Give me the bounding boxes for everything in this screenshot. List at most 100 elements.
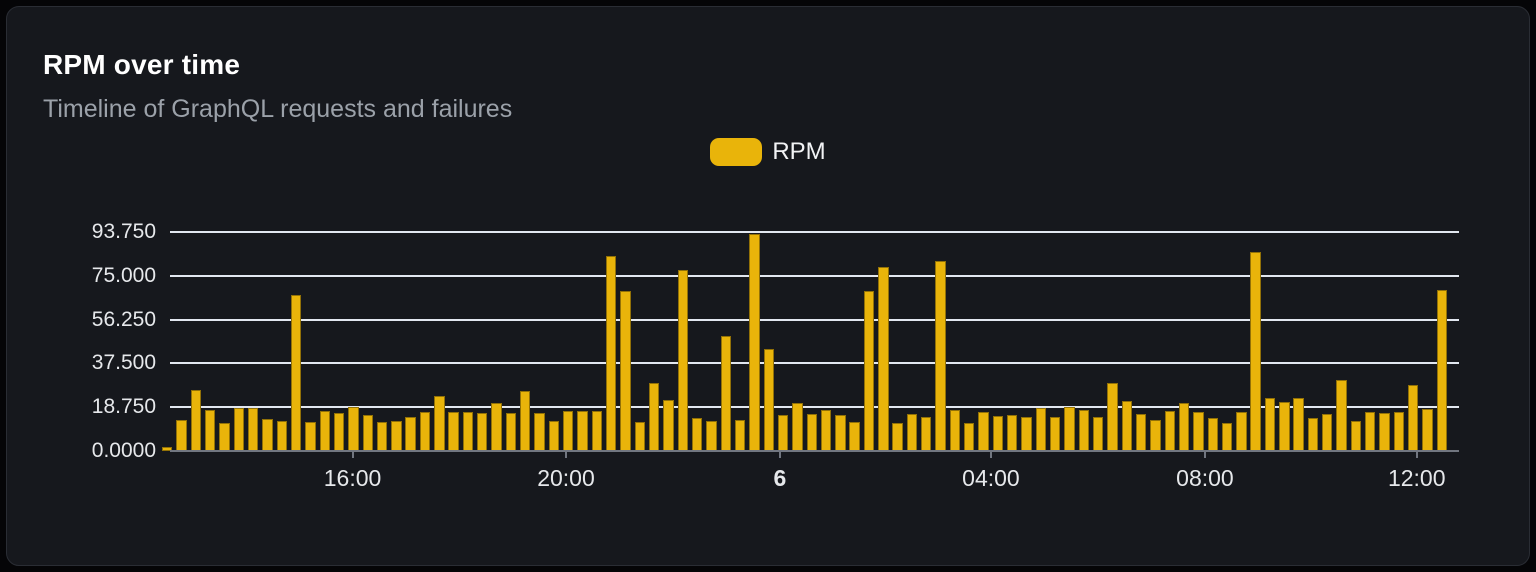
rpm-bar[interactable]	[290, 295, 302, 451]
rpm-bar[interactable]	[448, 411, 459, 451]
rpm-bar[interactable]	[1279, 402, 1290, 451]
rpm-bar[interactable]	[1293, 397, 1304, 451]
rpm-bar[interactable]	[1092, 416, 1104, 451]
rpm-bar[interactable]	[935, 260, 946, 451]
rpm-bar[interactable]	[520, 390, 531, 451]
rpm-bar[interactable]	[605, 256, 617, 451]
rpm-bar[interactable]	[634, 422, 646, 451]
rpm-bar[interactable]	[534, 413, 545, 451]
rpm-bar[interactable]	[763, 349, 774, 451]
rpm-bar[interactable]	[1207, 418, 1218, 451]
rpm-bar[interactable]	[591, 410, 603, 451]
chart-plot-area[interactable]: 0.0000 18.750 37.500 56.250 75.000 93.750 16:0…	[7, 7, 1529, 565]
rpm-bar[interactable]	[491, 403, 502, 451]
rpm-bar[interactable]	[835, 415, 846, 451]
rpm-bar[interactable]	[720, 336, 731, 451]
rpm-bar[interactable]	[233, 408, 244, 451]
rpm-bar[interactable]	[348, 406, 359, 451]
rpm-bar[interactable]	[1422, 408, 1433, 451]
rpm-bar[interactable]	[620, 290, 631, 451]
rpm-bar[interactable]	[1007, 414, 1018, 451]
rpm-bar[interactable]	[820, 409, 832, 451]
rpm-bar[interactable]	[219, 423, 230, 451]
rpm-bar[interactable]	[749, 233, 760, 451]
rpm-bar[interactable]	[892, 423, 903, 451]
rpm-bar[interactable]	[663, 399, 674, 451]
x-axis-tick-label: 12:00	[1387, 465, 1446, 491]
legend-swatch-rpm[interactable]	[710, 138, 763, 166]
rpm-bar[interactable]	[849, 422, 860, 451]
rpm-bar[interactable]	[1021, 416, 1032, 451]
y-axis-tick-label: 37.500	[91, 351, 156, 375]
rpm-bar[interactable]	[434, 396, 445, 451]
rpm-bar[interactable]	[405, 417, 416, 451]
rpm-bar[interactable]	[333, 413, 345, 451]
rpm-bar[interactable]	[1035, 408, 1047, 451]
rpm-bar[interactable]	[792, 403, 803, 451]
rpm-bar[interactable]	[1408, 385, 1419, 451]
rpm-bar[interactable]	[305, 422, 316, 451]
legend-label-rpm[interactable]: RPM	[772, 138, 826, 165]
rpm-bar[interactable]	[1264, 397, 1276, 451]
rpm-bar[interactable]	[1379, 413, 1390, 451]
rpm-bar[interactable]	[906, 413, 918, 451]
rpm-bar[interactable]	[190, 390, 202, 451]
rpm-bar[interactable]	[691, 418, 703, 451]
rpm-bar[interactable]	[734, 419, 746, 451]
rpm-bar[interactable]	[563, 411, 574, 451]
rpm-bar[interactable]	[247, 407, 259, 451]
rpm-bar[interactable]	[1107, 383, 1118, 451]
rpm-bar[interactable]	[1250, 252, 1261, 451]
rpm-bar[interactable]	[176, 419, 187, 451]
rpm-bar[interactable]	[1150, 419, 1161, 451]
rpm-bar[interactable]	[1365, 411, 1376, 451]
rpm-bar[interactable]	[276, 420, 287, 451]
rpm-bar[interactable]	[1322, 413, 1333, 451]
y-axis-tick-label: 0.0000	[91, 439, 156, 462]
rpm-bar[interactable]	[362, 415, 373, 451]
rpm-bar[interactable]	[1393, 412, 1405, 451]
rpm-bar[interactable]	[1193, 411, 1204, 451]
rpm-bar[interactable]	[1164, 411, 1175, 451]
rpm-bar[interactable]	[648, 383, 660, 451]
rpm-bar[interactable]	[1135, 413, 1147, 451]
rpm-bar[interactable]	[419, 412, 431, 451]
y-axis-tick-label: 93.750	[91, 220, 156, 243]
rpm-bar[interactable]	[462, 411, 474, 451]
rpm-bar[interactable]	[548, 421, 560, 451]
rpm-bar[interactable]	[1350, 420, 1362, 451]
rpm-bar[interactable]	[992, 416, 1004, 451]
rpm-bar[interactable]	[677, 269, 688, 451]
rpm-bar[interactable]	[204, 409, 216, 451]
rpm-bar[interactable]	[162, 446, 173, 451]
rpm-bar[interactable]	[376, 422, 388, 451]
rpm-bar[interactable]	[949, 409, 961, 451]
rpm-bar[interactable]	[1049, 417, 1061, 451]
rpm-bar[interactable]	[964, 423, 975, 451]
rpm-bar[interactable]	[1078, 409, 1089, 451]
rpm-bar[interactable]	[391, 420, 402, 451]
rpm-bar[interactable]	[1336, 380, 1347, 451]
y-axis-tick-label: 56.250	[91, 307, 156, 331]
chart-legend[interactable]: RPM	[7, 138, 1529, 166]
rpm-bar[interactable]	[319, 410, 330, 451]
rpm-bar[interactable]	[1436, 289, 1448, 451]
rpm-bar[interactable]	[1221, 422, 1233, 451]
rpm-bar[interactable]	[878, 267, 889, 451]
rpm-bar[interactable]	[863, 290, 875, 451]
rpm-bar[interactable]	[505, 413, 517, 451]
page-subtitle: Timeline of GraphQL requests and failure…	[43, 95, 513, 123]
rpm-bar[interactable]	[777, 415, 789, 451]
rpm-bar[interactable]	[477, 413, 488, 451]
rpm-bar[interactable]	[1121, 400, 1132, 451]
rpm-bar[interactable]	[978, 412, 989, 451]
rpm-bar[interactable]	[806, 413, 817, 451]
rpm-bar[interactable]	[577, 410, 588, 451]
rpm-bar[interactable]	[1236, 412, 1247, 451]
rpm-bar[interactable]	[706, 420, 717, 451]
rpm-bar[interactable]	[262, 418, 273, 451]
rpm-bar[interactable]	[921, 416, 932, 451]
rpm-bar[interactable]	[1064, 406, 1075, 451]
rpm-bar[interactable]	[1307, 418, 1319, 451]
rpm-bar[interactable]	[1178, 403, 1190, 451]
